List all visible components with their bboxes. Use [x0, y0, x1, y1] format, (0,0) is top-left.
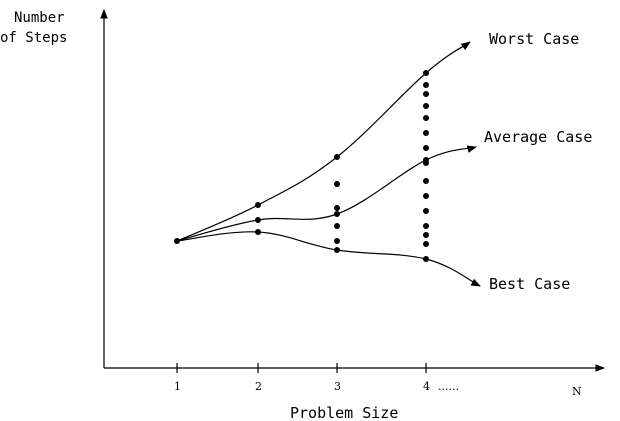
data-point — [334, 211, 340, 217]
data-point — [334, 181, 340, 187]
data-point — [423, 91, 429, 97]
y-axis-label-line2: of Steps — [0, 30, 67, 46]
data-point — [423, 178, 429, 184]
data-point — [255, 217, 261, 223]
y-axis-label: Number of Steps — [0, 10, 73, 46]
x-axis-end-label: N — [572, 385, 582, 398]
series-labels: Worst Case Average Case Best Case — [484, 30, 592, 293]
data-point — [423, 103, 429, 109]
x-tick-label: 4 — [423, 380, 430, 393]
x-tick-ellipsis: ...... — [438, 380, 459, 393]
data-point — [423, 70, 429, 76]
series-label: Best Case — [489, 275, 570, 293]
data-point — [174, 238, 180, 244]
x-tick-label: 1 — [174, 380, 181, 393]
y-axis-label-line1: Number — [14, 10, 65, 26]
data-point — [423, 232, 429, 238]
series-line — [176, 145, 477, 242]
data-point — [423, 241, 429, 247]
data-point — [255, 229, 261, 235]
data-point — [334, 247, 340, 253]
data-points — [174, 70, 429, 262]
data-point — [423, 160, 429, 166]
series-lines — [176, 41, 481, 287]
data-point — [423, 256, 429, 262]
x-tick-label: 2 — [255, 380, 262, 393]
data-point — [255, 202, 261, 208]
series-label: Worst Case — [489, 30, 579, 48]
data-point — [334, 238, 340, 244]
data-point — [423, 208, 429, 214]
data-point — [423, 223, 429, 229]
data-point — [423, 145, 429, 151]
data-point — [334, 205, 340, 211]
x-ticks: 1 2 3 4...... — [174, 363, 459, 393]
x-tick-label: 3 — [334, 380, 341, 393]
data-point — [423, 130, 429, 136]
data-point — [423, 82, 429, 88]
data-point — [423, 193, 429, 199]
data-point — [423, 115, 429, 121]
data-point — [334, 154, 340, 160]
series-line — [176, 231, 481, 287]
data-point — [334, 223, 340, 229]
x-axis-label: Problem Size — [290, 404, 398, 421]
series-label: Average Case — [484, 128, 592, 146]
